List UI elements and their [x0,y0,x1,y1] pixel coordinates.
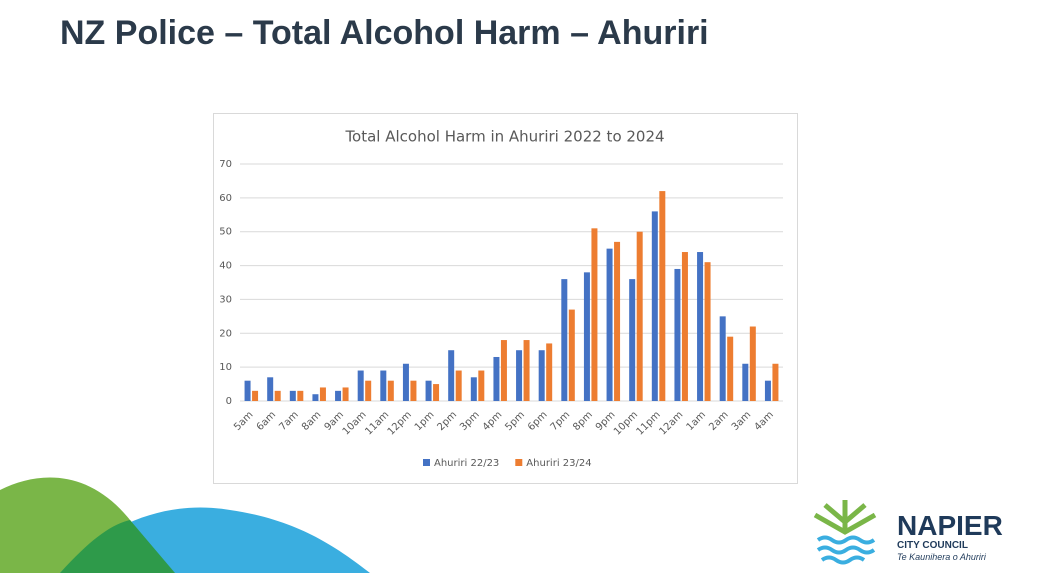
bar [267,377,274,401]
y-tick-label: 10 [219,362,232,373]
y-tick-label: 70 [219,159,232,170]
bar [561,279,568,401]
bar [387,380,394,401]
bar [719,316,726,401]
bar [697,252,704,401]
bar [583,272,590,401]
bar [636,231,643,401]
y-tick-label: 30 [219,294,232,305]
bar [433,384,440,401]
bar [455,370,462,401]
bar [614,241,621,401]
bar [312,394,319,401]
bar [402,363,409,401]
logo-name: NAPIER [897,510,1003,541]
bar [659,191,666,401]
bar [727,336,734,401]
bar [568,309,575,401]
bar [500,340,507,401]
bar [342,387,349,401]
bar [470,377,477,401]
chart-title: Total Alcohol Harm in Ahuriri 2022 to 20… [344,128,664,146]
bar [365,380,372,401]
logo-line2: CITY COUNCIL [897,540,968,551]
bar [380,370,387,401]
bar [493,356,500,401]
bar [289,390,296,401]
wave-overlap [60,520,175,573]
bar [651,211,658,401]
logo-mark [813,500,877,565]
bar [591,228,598,401]
bar [681,252,688,401]
legend-swatch [423,459,430,466]
bar [274,390,281,401]
bar [523,340,530,401]
bar [297,390,304,401]
legend-swatch [515,459,523,466]
bar [704,262,711,401]
chart: Total Alcohol Harm in Ahuriri 2022 to 20… [213,113,798,484]
bar [319,387,326,401]
bar [357,370,364,401]
bar [538,350,545,401]
bar [749,326,756,401]
bar [772,363,779,401]
bar [516,350,523,401]
y-tick-label: 0 [226,396,232,407]
bar [546,343,553,401]
y-tick-label: 50 [219,227,232,238]
legend-label: Ahuriri 22/23 [434,458,499,469]
bar [742,363,749,401]
bar [252,390,259,401]
bar [410,380,417,401]
bar [335,390,342,401]
y-tick-label: 60 [219,193,232,204]
y-tick-label: 40 [219,261,232,272]
bar [244,380,251,401]
bar [448,350,455,401]
legend-label: Ahuriri 23/24 [526,458,591,469]
y-tick-label: 20 [219,328,232,339]
logo-tagline: Te Kaunihera o Ahuriri [897,552,987,562]
bar [629,279,636,401]
bar [674,268,681,401]
bar [478,370,485,401]
bar [606,248,613,401]
bar [425,380,432,401]
bar [764,380,771,401]
slide-title: NZ Police – Total Alcohol Harm – Ahuriri [60,14,709,52]
